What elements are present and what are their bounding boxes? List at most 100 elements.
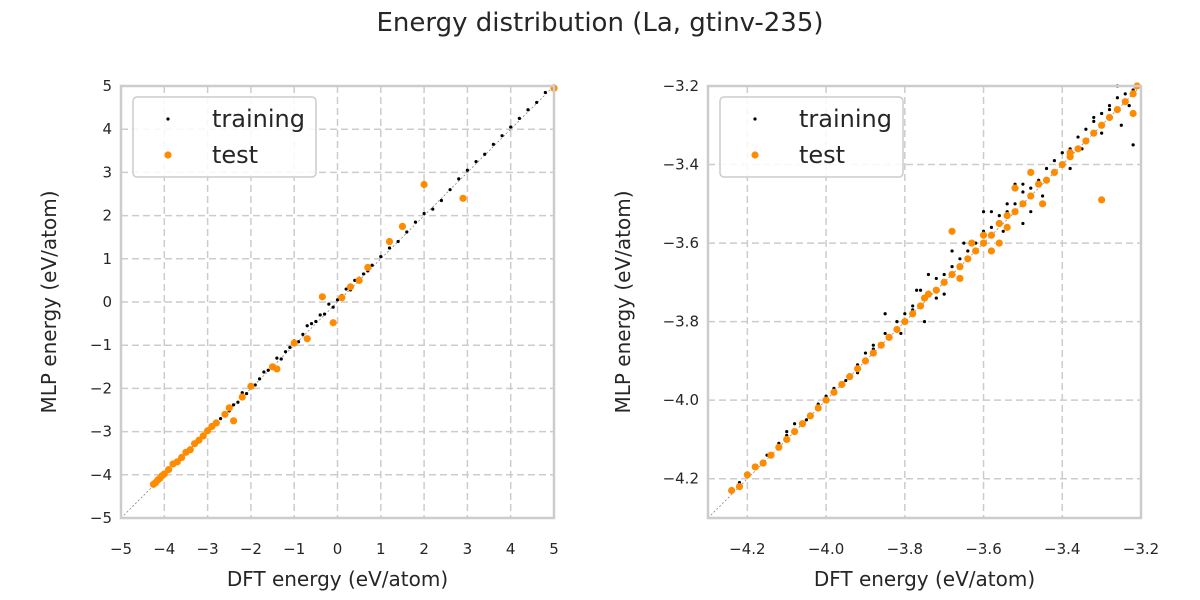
data-point-training (1029, 210, 1033, 214)
x-tick-label: −3.2 (1123, 540, 1159, 558)
x-tick-label: −3.6 (965, 540, 1001, 558)
data-point-training (422, 211, 426, 216)
data-point-test (920, 294, 929, 302)
y-axis-label: MLP energy (eV/atom) (611, 190, 635, 413)
data-point-training (465, 168, 469, 172)
x-axis-label: DFT energy (eV/atom) (814, 567, 1035, 591)
data-point-training (1021, 182, 1025, 186)
data-point-training (218, 417, 223, 421)
data-point-training (1092, 119, 1096, 123)
data-point-test (948, 227, 956, 235)
legend-marker-training (753, 117, 757, 121)
data-point-test (987, 231, 996, 239)
data-point-test (225, 404, 233, 412)
data-point-test (901, 318, 909, 326)
legend-marker-training (166, 117, 170, 121)
data-point-test (1011, 208, 1019, 216)
data-point-training (314, 319, 318, 324)
axes-frame (119, 84, 556, 520)
y-tick-label: 0 (102, 293, 112, 311)
y-axis-label: MLP energy (eV/atom) (37, 190, 61, 413)
data-point-test (987, 247, 996, 255)
data-point-test (979, 231, 988, 239)
data-point-test (877, 341, 885, 349)
data-point-test (1003, 212, 1011, 220)
legend-box (132, 96, 317, 178)
data-point-training (370, 263, 374, 267)
data-point-test (385, 237, 394, 246)
x-tick-label: 5 (549, 540, 559, 558)
data-point-training (1119, 123, 1123, 127)
data-point-test (1129, 109, 1137, 118)
data-point-training (1127, 104, 1131, 108)
data-point-training (1100, 111, 1104, 116)
data-point-test (751, 463, 759, 471)
legend-label-training: training (212, 105, 305, 133)
data-point-training (305, 324, 309, 328)
data-point-training (903, 312, 907, 316)
data-point-test (1090, 129, 1098, 137)
data-point-test (1058, 160, 1066, 169)
data-point-test (346, 283, 355, 291)
chart-panel-2: −4.2 −4.0 −3.8 −3.6 −3.4 −3.2 −4.2 −4.0 −3.8 −3.6… (611, 77, 1159, 591)
data-point-test (767, 451, 775, 459)
data-point-test (783, 435, 791, 444)
data-point-test (290, 339, 298, 347)
y-tick-label: −5 (90, 509, 112, 527)
data-point-training (1107, 107, 1112, 112)
series-test (728, 82, 1141, 495)
data-point-test (846, 373, 854, 381)
data-point-test (798, 420, 807, 428)
data-point-test (791, 428, 799, 436)
data-point-training (327, 302, 331, 306)
y-tick-label: 4 (102, 120, 112, 138)
data-point-training (483, 152, 487, 156)
data-point-training (804, 418, 809, 422)
data-point-training (1076, 135, 1080, 139)
data-point-test (1121, 98, 1129, 106)
x-tick-label: 3 (463, 540, 473, 558)
data-point-training (1040, 194, 1045, 198)
data-point-test (968, 239, 976, 247)
data-point-training (322, 312, 327, 316)
data-point-test (398, 222, 407, 230)
data-point-test (1003, 223, 1011, 231)
data-point-test (838, 380, 846, 389)
data-point-training (257, 377, 262, 381)
y-tick-label: −3.4 (663, 156, 699, 174)
data-point-test (956, 274, 964, 283)
data-point-test (355, 276, 363, 284)
data-point-test (916, 302, 925, 310)
data-point-training (283, 350, 288, 354)
data-point-training (526, 108, 530, 112)
data-point-training (361, 272, 366, 276)
data-point-test (229, 417, 238, 425)
data-point-training (1131, 143, 1135, 147)
x-tick-label: −3.4 (1044, 540, 1080, 558)
data-point-training (1107, 104, 1112, 108)
data-point-training (942, 292, 946, 296)
data-point-test (940, 278, 948, 286)
data-point-test (995, 219, 1003, 228)
y-tick-label: 1 (102, 250, 112, 268)
data-point-training (1013, 202, 1017, 206)
data-point-training (474, 160, 478, 164)
x-tick-label: −4 (153, 540, 175, 558)
data-point-training (1021, 190, 1025, 194)
data-point-training (543, 90, 547, 95)
data-point-training (966, 249, 970, 253)
data-point-test (1011, 184, 1019, 192)
data-point-test (1027, 168, 1035, 176)
data-point-training (997, 214, 1001, 218)
y-tick-label: 2 (102, 207, 112, 225)
chart-panel-1: −5 −4 −3 −2 −1 0 1 2 3 4 5 −5 −4 −3 −2 −1 0 1 2 3 4 5 DFT ener… (37, 77, 559, 591)
data-point-training (396, 239, 400, 244)
data-point-test (165, 466, 173, 474)
data-point-training (244, 391, 249, 396)
y-tick-label: 5 (102, 77, 112, 95)
data-point-training (288, 345, 292, 349)
data-point-training (1001, 229, 1005, 233)
data-point-training (448, 188, 452, 192)
y-tick-label: −3.8 (663, 313, 699, 331)
